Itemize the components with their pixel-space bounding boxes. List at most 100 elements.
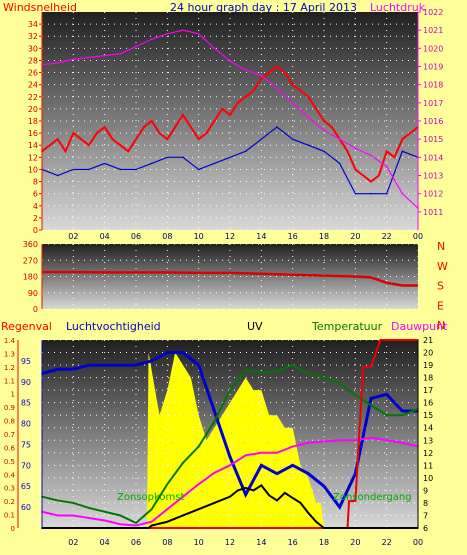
series-point <box>385 439 388 442</box>
humidity-tick-label: 80 <box>21 420 31 429</box>
series-point <box>401 441 404 444</box>
series-point <box>276 472 278 475</box>
series-point <box>135 522 137 524</box>
x-tick-label: 08 <box>162 232 172 241</box>
series-point <box>88 168 90 171</box>
series-point <box>213 120 216 122</box>
series-point <box>119 523 122 526</box>
pressure-tick-label: 1017 <box>423 99 443 108</box>
series-point <box>291 364 294 366</box>
series-point <box>150 120 153 122</box>
humidity-tick-label: 90 <box>21 378 31 387</box>
humidity-tick-label: 60 <box>21 503 31 512</box>
series-point <box>150 38 153 41</box>
temperature-axis-title: Temperatuur <box>311 320 383 333</box>
x-tick-label: 12 <box>225 232 235 241</box>
series-point <box>354 168 357 171</box>
series-point <box>88 144 90 147</box>
series-point <box>197 483 200 485</box>
series-line <box>42 339 418 529</box>
series-point <box>119 364 122 366</box>
series-point <box>276 65 278 68</box>
wind-tick-label: 12 <box>28 153 38 162</box>
series-point <box>213 502 216 504</box>
series-point <box>166 156 169 159</box>
series-point <box>135 524 137 527</box>
series-point <box>307 441 310 444</box>
humidity-axis-title: Luchtvochtigheid <box>66 320 161 333</box>
series-point <box>244 95 247 98</box>
uv-tick-label: 8 <box>423 499 428 508</box>
series-point <box>348 500 350 502</box>
rain-tick-label: 0.6 <box>4 444 16 452</box>
series-point <box>385 192 388 195</box>
series-point <box>354 439 357 442</box>
x-tick-label: 10 <box>194 232 204 241</box>
series-point <box>56 138 59 140</box>
rain-tick-label: 1.4 <box>4 337 16 345</box>
series-point <box>229 456 231 458</box>
series-point <box>284 492 286 494</box>
series-point <box>119 52 122 55</box>
series-point <box>197 508 200 511</box>
series-point <box>88 364 90 366</box>
compass-label: E <box>437 299 444 312</box>
wind-tick-label: 6 <box>33 190 38 199</box>
x-tick-label: 12 <box>225 538 235 547</box>
uv-tick-label: 16 <box>423 399 433 408</box>
series-point <box>72 132 75 134</box>
series-point <box>229 60 231 62</box>
series-point <box>72 502 75 504</box>
climate-panel: 0 0.1 0.2 0.3 0.4 0.5 0.6 0.7 0.8 0.9 1 1.1 1.2 1.3 1.… <box>4 336 433 547</box>
series-point <box>197 33 200 35</box>
x-tick-label: 08 <box>162 538 172 547</box>
series-point <box>135 168 137 171</box>
series-point <box>307 95 310 98</box>
pressure-tick-label: 1011 <box>423 208 443 217</box>
series-point <box>284 71 286 74</box>
rain-tick-label: 0.2 <box>4 498 15 506</box>
series-point <box>205 132 208 134</box>
series-point <box>103 364 106 366</box>
series-point <box>385 393 388 396</box>
series-point <box>370 192 372 195</box>
series-point <box>147 527 150 529</box>
series-point <box>103 510 106 513</box>
uv-tick-label: 21 <box>423 336 433 345</box>
series-point <box>103 54 106 57</box>
series-point <box>362 174 364 177</box>
series-point <box>379 339 382 341</box>
series-point <box>182 351 184 354</box>
x-tick-label: 02 <box>68 232 78 241</box>
series-point <box>252 489 255 492</box>
series-point <box>174 126 176 128</box>
wind-tick-label: 30 <box>28 44 38 53</box>
series-point <box>354 394 357 396</box>
series-point <box>103 519 106 522</box>
x-tick-label: 10 <box>194 538 204 547</box>
series-point <box>299 502 302 504</box>
series-point <box>135 364 137 366</box>
wind-tick-label: 34 <box>28 20 38 29</box>
wind-axis-title: Windsnelheid <box>3 1 77 14</box>
series-point <box>370 154 372 157</box>
series-point <box>229 495 231 498</box>
x-tick-label: 22 <box>382 538 392 547</box>
series-point <box>88 56 90 59</box>
series-point <box>72 514 75 517</box>
series-point <box>56 174 59 177</box>
series-point <box>244 150 247 153</box>
uv-tick-label: 14 <box>423 424 433 433</box>
series-point <box>80 138 82 140</box>
wind-tick-label: 0 <box>33 226 38 235</box>
series-point <box>56 62 59 64</box>
rain-tick-label: 1 <box>11 391 15 399</box>
series-point <box>276 499 278 502</box>
uv-tick-label: 17 <box>423 386 433 395</box>
x-tick-label: 04 <box>100 232 110 241</box>
series-point <box>182 495 184 498</box>
series-point <box>244 487 247 489</box>
series-point <box>385 165 388 168</box>
series-point <box>229 464 231 467</box>
humidity-tick-label: 70 <box>21 461 31 470</box>
